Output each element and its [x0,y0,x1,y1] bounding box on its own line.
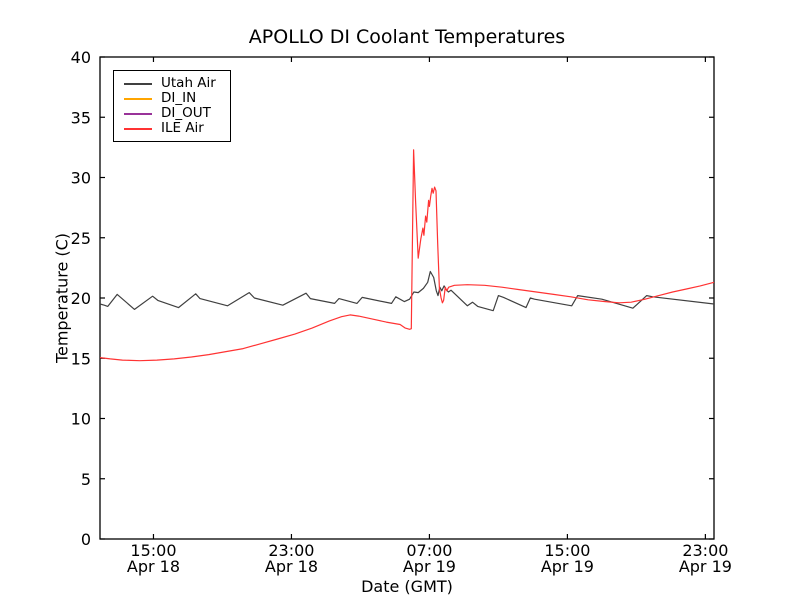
series-line-utah-air [99,270,715,312]
x-tick-time-label: 23:00 [682,541,728,560]
y-tick-label: 30 [71,169,91,188]
y-tick-label: 40 [71,48,91,67]
x-tick-date-label: Apr 19 [403,557,456,576]
y-tick-label: 35 [71,108,91,127]
chart-title: APOLLO DI Coolant Temperatures [248,26,566,48]
legend-entry-di-in: DI_IN [124,91,216,106]
legend-label-di-in: DI_IN [161,90,197,106]
y-tick-label: 10 [71,410,91,429]
x-axis-label: Date (GMT) [361,577,453,596]
x-tick-date-label: Apr 18 [265,557,318,576]
legend-box: Utah Air DI_IN DI_OUT ILE Air [113,70,231,142]
legend-entry-ile-air: ILE Air [124,121,216,136]
y-tick-label: 5 [81,470,91,489]
legend-line-di-out [124,112,152,115]
x-tick-time-label: 07:00 [406,541,452,560]
series-line-ile-air [99,149,715,362]
x-tick-time-label: 15:00 [130,541,176,560]
y-tick-label: 15 [71,349,91,368]
legend-entry-utah-air: Utah Air [124,76,216,91]
legend-label-di-out: DI_OUT [161,105,211,121]
y-tick-label: 25 [71,229,91,248]
y-tick-label: 0 [81,530,91,549]
y-tick-label: 20 [71,289,91,308]
legend-label-utah-air: Utah Air [161,75,216,91]
x-tick-time-label: 15:00 [544,541,590,560]
legend-line-di-in [124,97,152,100]
y-axis-label: Temperature (C) [52,232,72,364]
legend-entry-di-out: DI_OUT [124,106,216,121]
legend-line-utah-air [124,82,152,85]
legend-label-ile-air: ILE Air [161,120,204,136]
x-tick-date-label: Apr 19 [679,557,732,576]
x-tick-time-label: 23:00 [268,541,314,560]
legend-line-ile-air [124,127,152,130]
x-tick-date-label: Apr 18 [127,557,180,576]
x-tick-date-label: Apr 19 [541,557,594,576]
